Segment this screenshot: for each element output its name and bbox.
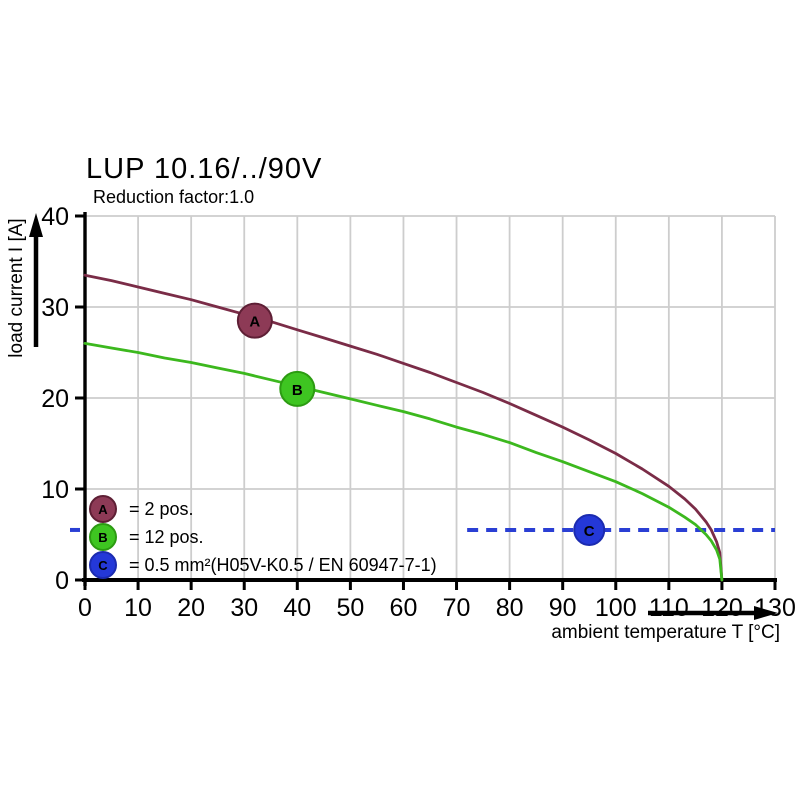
x-tick-label: 30 (230, 594, 258, 622)
plot-marker-b (279, 370, 316, 407)
plot-marker-letter-b: B (292, 382, 303, 399)
x-tick-label: 90 (549, 594, 577, 622)
x-tick-label: 60 (390, 594, 418, 622)
series-c-letter: C (98, 557, 108, 573)
x-tick-label: 0 (78, 594, 92, 622)
x-axis-label: ambient temperature T [°C] (551, 622, 780, 643)
x-tick-label: 110 (649, 594, 689, 622)
series-a-letter: A (98, 501, 108, 517)
legend-label-a: = 2 pos. (129, 498, 194, 519)
y-tick-label: 40 (41, 203, 69, 231)
x-tick-label: 120 (701, 594, 743, 622)
legend-label-b: = 12 pos. (129, 526, 204, 547)
plot-marker-letter-a: A (249, 314, 260, 331)
series-b-letter: B (98, 529, 108, 545)
y-tick-label: 20 (41, 385, 69, 413)
y-tick-label: 30 (41, 294, 69, 322)
plot-marker-letter-c: C (584, 523, 595, 540)
chart-subtitle: Reduction factor:1.0 (93, 187, 255, 207)
series-c-marker-icon: C (89, 551, 117, 579)
x-tick-label: 50 (336, 594, 364, 622)
legend-label-c: = 0.5 mm²(H05V-K0.5 / EN 60947-7-1) (129, 554, 437, 575)
legend-item-a: A = 2 pos. (89, 495, 437, 523)
x-tick-label: 10 (124, 594, 152, 622)
plot-marker-c (573, 513, 606, 546)
x-tick-label: 20 (177, 594, 205, 622)
series-a-marker-icon: A (89, 495, 117, 523)
y-tick-label: 0 (55, 567, 69, 595)
plot-marker-a (236, 302, 273, 339)
curve-a (83, 273, 724, 582)
x-tick-label: 100 (595, 594, 637, 622)
y-axis-arrowhead-icon (29, 213, 43, 237)
x-tick-label: 70 (443, 594, 471, 622)
x-axis-arrowhead-icon (754, 606, 778, 620)
legend: A = 2 pos. B = 12 pos. C = 0.5 mm²(H05V-… (89, 495, 437, 579)
x-tick-label: 40 (283, 594, 311, 622)
legend-item-b: B = 12 pos. (89, 523, 437, 551)
x-tick-label: 80 (496, 594, 524, 622)
y-tick-label: 10 (41, 476, 69, 504)
legend-item-c: C = 0.5 mm²(H05V-K0.5 / EN 60947-7-1) (89, 551, 437, 579)
curve-b (83, 342, 724, 582)
series-b-marker-icon: B (89, 523, 117, 551)
chart-title: LUP 10.16/../90V (86, 153, 323, 185)
